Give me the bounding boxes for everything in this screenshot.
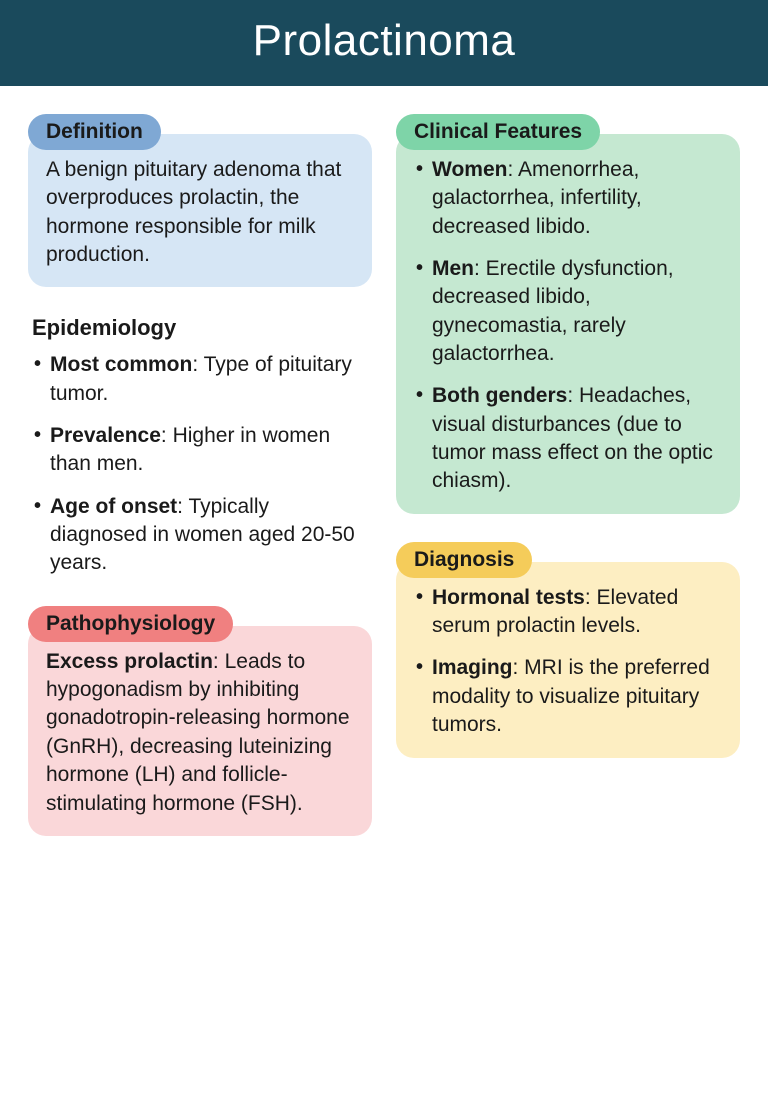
diagnosis-section: Diagnosis Hormonal tests: Elevated serum…: [396, 542, 740, 758]
clinical-box: Women: Amenorrhea, galactorrhea, inferti…: [396, 134, 740, 514]
epidemiology-list: Most common: Type of pituitary tumor. Pr…: [32, 351, 368, 577]
list-item: Imaging: MRI is the preferred modality t…: [414, 654, 722, 739]
item-bold: Hormonal tests: [432, 586, 585, 609]
epidemiology-body: Most common: Type of pituitary tumor. Pr…: [28, 351, 372, 577]
page-title: Prolactinoma: [0, 0, 768, 86]
epidemiology-section: Epidemiology Most common: Type of pituit…: [28, 315, 372, 577]
pathophysiology-box: Excess prolactin: Leads to hypogonadism …: [28, 626, 372, 836]
list-item: Prevalence: Higher in women than men.: [32, 422, 368, 479]
diagnosis-list: Hormonal tests: Elevated serum prolactin…: [414, 584, 722, 740]
definition-section: Definition A benign pituitary adenoma th…: [28, 114, 372, 287]
definition-pill: Definition: [28, 114, 161, 150]
left-column: Definition A benign pituitary adenoma th…: [28, 114, 372, 836]
definition-box: A benign pituitary adenoma that overprod…: [28, 134, 372, 287]
epidemiology-title: Epidemiology: [28, 315, 372, 351]
list-item: Women: Amenorrhea, galactorrhea, inferti…: [414, 156, 722, 241]
item-bold: Imaging: [432, 656, 513, 679]
list-item: Men: Erectile dysfunction, decreased lib…: [414, 255, 722, 368]
item-bold: Excess prolactin: [46, 650, 213, 673]
list-item: Both genders: Headaches, visual disturba…: [414, 382, 722, 495]
item-bold: Women: [432, 158, 507, 181]
list-item: Age of onset: Typically diagnosed in wom…: [32, 493, 368, 578]
diagnosis-pill: Diagnosis: [396, 542, 532, 578]
item-bold: Prevalence: [50, 424, 161, 447]
clinical-pill: Clinical Features: [396, 114, 600, 150]
clinical-list: Women: Amenorrhea, galactorrhea, inferti…: [414, 156, 722, 496]
clinical-section: Clinical Features Women: Amenorrhea, gal…: [396, 114, 740, 514]
list-item: Most common: Type of pituitary tumor.: [32, 351, 368, 408]
content-grid: Definition A benign pituitary adenoma th…: [0, 86, 768, 864]
item-bold: Men: [432, 257, 474, 280]
pathophysiology-pill: Pathophysiology: [28, 606, 233, 642]
pathophysiology-section: Pathophysiology Excess prolactin: Leads …: [28, 606, 372, 836]
item-text: : Leads to hypogonadism by inhibiting go…: [46, 650, 350, 815]
diagnosis-box: Hormonal tests: Elevated serum prolactin…: [396, 562, 740, 758]
item-bold: Both genders: [432, 384, 567, 407]
item-bold: Age of onset: [50, 495, 177, 518]
item-bold: Most common: [50, 353, 192, 376]
right-column: Clinical Features Women: Amenorrhea, gal…: [396, 114, 740, 836]
list-item: Hormonal tests: Elevated serum prolactin…: [414, 584, 722, 641]
